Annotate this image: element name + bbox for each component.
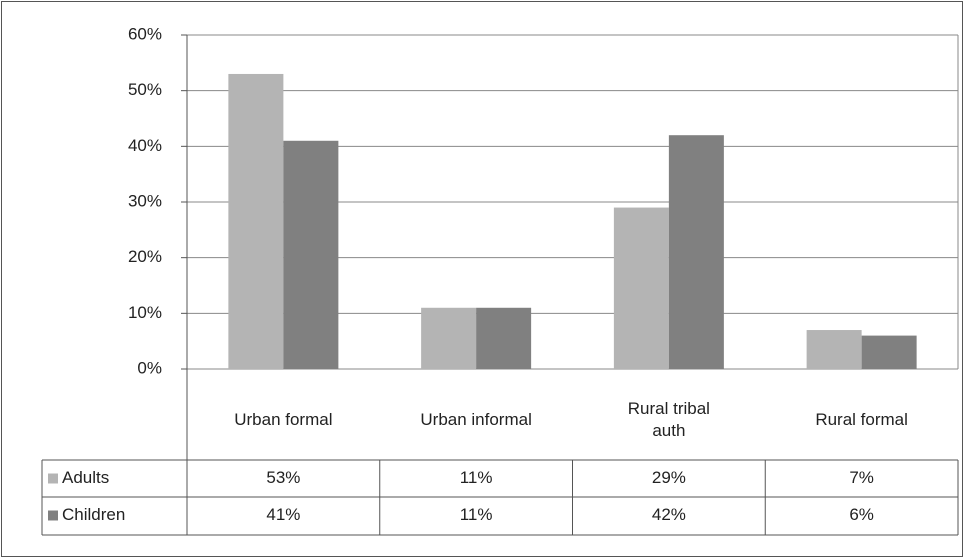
table-value: 7% bbox=[849, 468, 874, 487]
table-value: 11% bbox=[460, 468, 493, 487]
y-tick-label: 20% bbox=[128, 247, 162, 266]
x-tick-label: Rural tribal auth bbox=[627, 398, 710, 440]
table-value: 42% bbox=[652, 505, 686, 524]
legend-key bbox=[48, 510, 58, 521]
x-tick-label: Urban informal bbox=[420, 409, 532, 429]
legend-label: Adults bbox=[62, 468, 109, 487]
table-value: 29% bbox=[652, 468, 686, 487]
table-value: 53% bbox=[266, 468, 300, 487]
y-tick-label: 40% bbox=[128, 136, 162, 155]
bar bbox=[861, 335, 917, 369]
y-tick-label: 30% bbox=[128, 191, 162, 210]
x-tick-label: Rural formal bbox=[815, 409, 908, 429]
y-tick-label: 60% bbox=[128, 24, 162, 43]
bar bbox=[283, 140, 339, 369]
x-tick-label: Urban formal bbox=[234, 409, 333, 429]
y-tick-label: 0% bbox=[137, 358, 162, 377]
bar bbox=[806, 330, 862, 369]
bar bbox=[668, 135, 724, 369]
bar bbox=[421, 307, 477, 369]
legend-label: Children bbox=[62, 505, 125, 524]
bar bbox=[613, 207, 669, 369]
table-value: 6% bbox=[849, 505, 874, 524]
y-tick-label: 50% bbox=[128, 80, 162, 99]
bar bbox=[476, 307, 532, 369]
bar bbox=[228, 73, 284, 369]
table-value: 41% bbox=[266, 505, 300, 524]
table-value: 11% bbox=[460, 505, 493, 524]
y-tick-label: 10% bbox=[128, 303, 162, 322]
legend-key bbox=[48, 473, 58, 484]
